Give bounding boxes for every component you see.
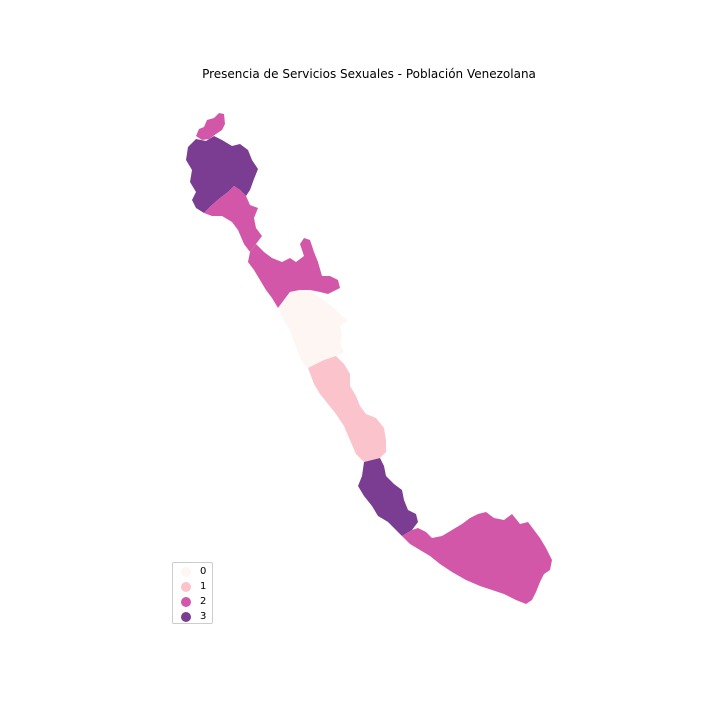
legend-label: 3 [200, 611, 207, 622]
region-north-central [248, 238, 340, 308]
legend: 0 1 2 3 [172, 562, 213, 624]
legend-label: 1 [200, 581, 207, 592]
legend-item: 1 [181, 581, 206, 593]
legend-label: 2 [200, 596, 207, 607]
legend-swatch [181, 582, 191, 592]
region-north-coast [204, 186, 262, 252]
region-south-central [358, 458, 418, 536]
legend-item: 3 [181, 611, 206, 623]
region-central [278, 290, 348, 368]
legend-swatch [181, 567, 191, 577]
map-title: Presencia de Servicios Sexuales - Poblac… [202, 67, 536, 81]
legend-label: 0 [200, 566, 207, 577]
legend-swatch [181, 597, 191, 607]
legend-item: 2 [181, 596, 206, 608]
region-south [402, 512, 552, 604]
region-northwest [186, 136, 258, 213]
region-north-islet [196, 113, 225, 140]
legend-item: 0 [181, 566, 206, 578]
region-central-south [308, 356, 386, 462]
legend-swatch [181, 612, 191, 622]
